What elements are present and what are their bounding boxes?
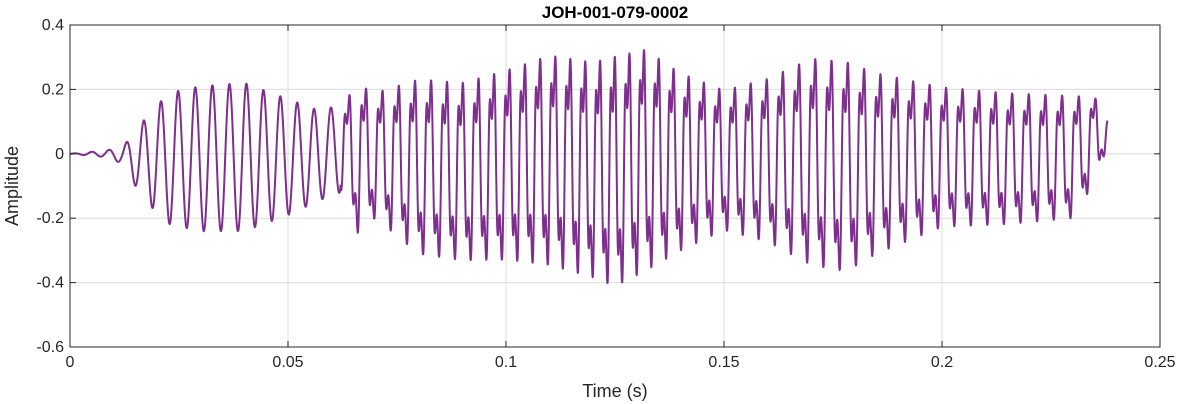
- y-axis-label: Amplitude: [2, 146, 22, 226]
- axes: [69, 24, 1161, 348]
- y-tick-label-0: -0.6: [36, 339, 64, 356]
- x-tick-label-5: 0.25: [1144, 354, 1175, 371]
- y-tick-label-1: -0.4: [36, 275, 64, 292]
- x-tick-label-4: 0.2: [931, 354, 953, 371]
- y-tick-label-4: 0.2: [42, 81, 64, 98]
- chart-title: JOH-001-079-0002: [542, 3, 688, 22]
- x-axis-label: Time (s): [582, 381, 647, 401]
- x-tick-label-3: 0.15: [708, 354, 739, 371]
- tick-labels: 0 0.05 0.1 0.15 0.2 0.25 -0.6 -0.4 -0.2 0 0.2 0.4: [36, 17, 1175, 371]
- y-tick-label-3: 0: [55, 146, 64, 163]
- x-tick-label-1: 0.05: [272, 354, 303, 371]
- x-tick-label-0: 0: [66, 354, 75, 371]
- series-layer: [69, 49, 1109, 285]
- y-tick-label-2: -0.2: [36, 210, 64, 227]
- y-tick-label-5: 0.4: [42, 17, 64, 34]
- waveform-series-line-0: [69, 49, 1109, 285]
- x-tick-label-2: 0.1: [495, 354, 517, 371]
- plot-area-border: [69, 24, 1161, 348]
